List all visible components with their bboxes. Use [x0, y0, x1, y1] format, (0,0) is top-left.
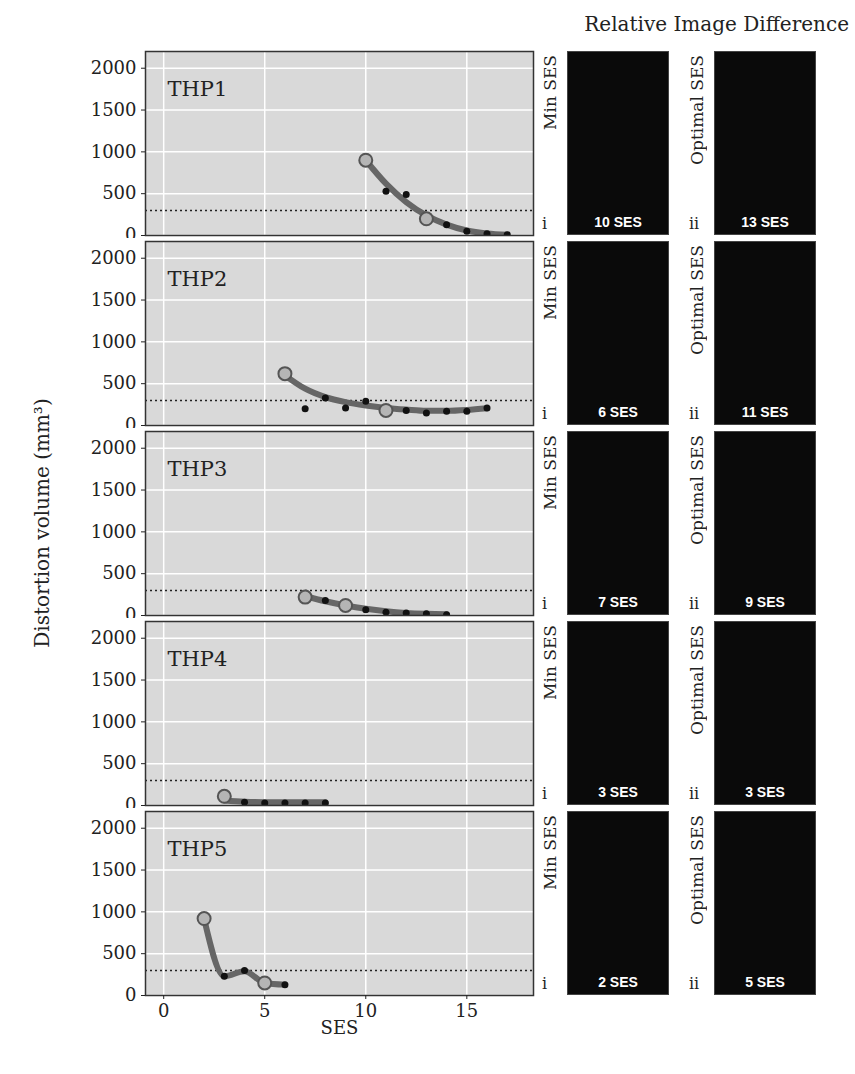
svg-text:2000: 2000: [91, 817, 137, 838]
svg-text:500: 500: [102, 942, 136, 963]
svg-text:1500: 1500: [91, 289, 137, 310]
html-text:ii: ii: [689, 404, 700, 423]
html-text:ii: ii: [689, 214, 700, 233]
html-text:i: i: [542, 974, 548, 993]
html-text:Min SES: Min SES: [540, 625, 560, 700]
svg-text:0: 0: [125, 414, 137, 436]
html-text:10 SES: 10 SES: [594, 214, 642, 230]
svg-text:2000: 2000: [91, 57, 137, 78]
svg-text:5: 5: [259, 1000, 270, 1021]
svg-text:500: 500: [102, 182, 136, 203]
svg-text:15: 15: [455, 1000, 478, 1021]
svg-text:2000: 2000: [91, 247, 137, 268]
html-text:5 SES: 5 SES: [745, 974, 785, 990]
svg-text:500: 500: [102, 372, 136, 393]
html-text:11 SES: 11 SES: [741, 404, 789, 420]
svg-text:10: 10: [354, 1000, 378, 1022]
html-text:9 SES: 9 SES: [745, 594, 785, 610]
html-text:i: i: [542, 214, 548, 233]
html-text:Min SES: Min SES: [540, 245, 560, 320]
html-text:Optimal SES: Optimal SES: [687, 55, 707, 165]
svg-text:1000: 1000: [91, 141, 137, 162]
svg-text:1000: 1000: [91, 711, 137, 732]
svg-text:0: 0: [125, 604, 137, 626]
svg-text:THP2: THP2: [168, 267, 228, 291]
svg-text:2000: 2000: [91, 627, 137, 648]
html-text:Optimal SES: Optimal SES: [687, 625, 707, 735]
svg-text:THP1: THP1: [168, 77, 228, 101]
svg-text:SES: SES: [321, 1017, 359, 1038]
html-text:Min SES: Min SES: [540, 435, 560, 510]
svg-text:THP4: THP4: [168, 647, 228, 671]
html-text:2 SES: 2 SES: [598, 974, 638, 990]
html-text:ii: ii: [689, 594, 700, 613]
svg-text:1500: 1500: [91, 669, 137, 690]
html-text:Relative Image Difference: Relative Image Difference: [584, 12, 849, 36]
svg-text:0: 0: [158, 1000, 169, 1021]
html-text:Min SES: Min SES: [540, 815, 560, 890]
html-text:i: i: [542, 594, 548, 613]
html-text:Optimal SES: Optimal SES: [687, 815, 707, 925]
html-text:13 SES: 13 SES: [741, 214, 789, 230]
svg-text:500: 500: [102, 752, 136, 773]
html-text:Distortion volume (mm³): Distortion volume (mm³): [30, 398, 54, 648]
svg-text:1500: 1500: [91, 99, 137, 120]
svg-text:2000: 2000: [91, 437, 137, 458]
html-text:Optimal SES: Optimal SES: [687, 245, 707, 355]
html-text:i: i: [542, 404, 548, 423]
svg-text:1000: 1000: [91, 331, 137, 352]
html-text:7 SES: 7 SES: [598, 594, 638, 610]
html-text:Min SES: Min SES: [540, 55, 560, 130]
html-text:ii: ii: [689, 974, 700, 993]
svg-text:1000: 1000: [91, 521, 137, 542]
html-text:Optimal SES: Optimal SES: [687, 435, 707, 545]
svg-text:1000: 1000: [91, 901, 137, 922]
svg-text:THP5: THP5: [168, 837, 228, 861]
html-text:3 SES: 3 SES: [745, 784, 785, 800]
html-text:6 SES: 6 SES: [598, 404, 638, 420]
html-text:i: i: [542, 784, 548, 803]
html-text:3 SES: 3 SES: [598, 784, 638, 800]
svg-text:1500: 1500: [91, 479, 137, 500]
svg-text:0: 0: [125, 224, 137, 246]
svg-text:THP3: THP3: [168, 457, 228, 481]
html-text:ii: ii: [689, 784, 700, 803]
svg-text:0: 0: [125, 794, 137, 816]
svg-text:0: 0: [125, 984, 136, 1005]
svg-text:1500: 1500: [91, 859, 137, 880]
svg-text:500: 500: [102, 562, 136, 583]
